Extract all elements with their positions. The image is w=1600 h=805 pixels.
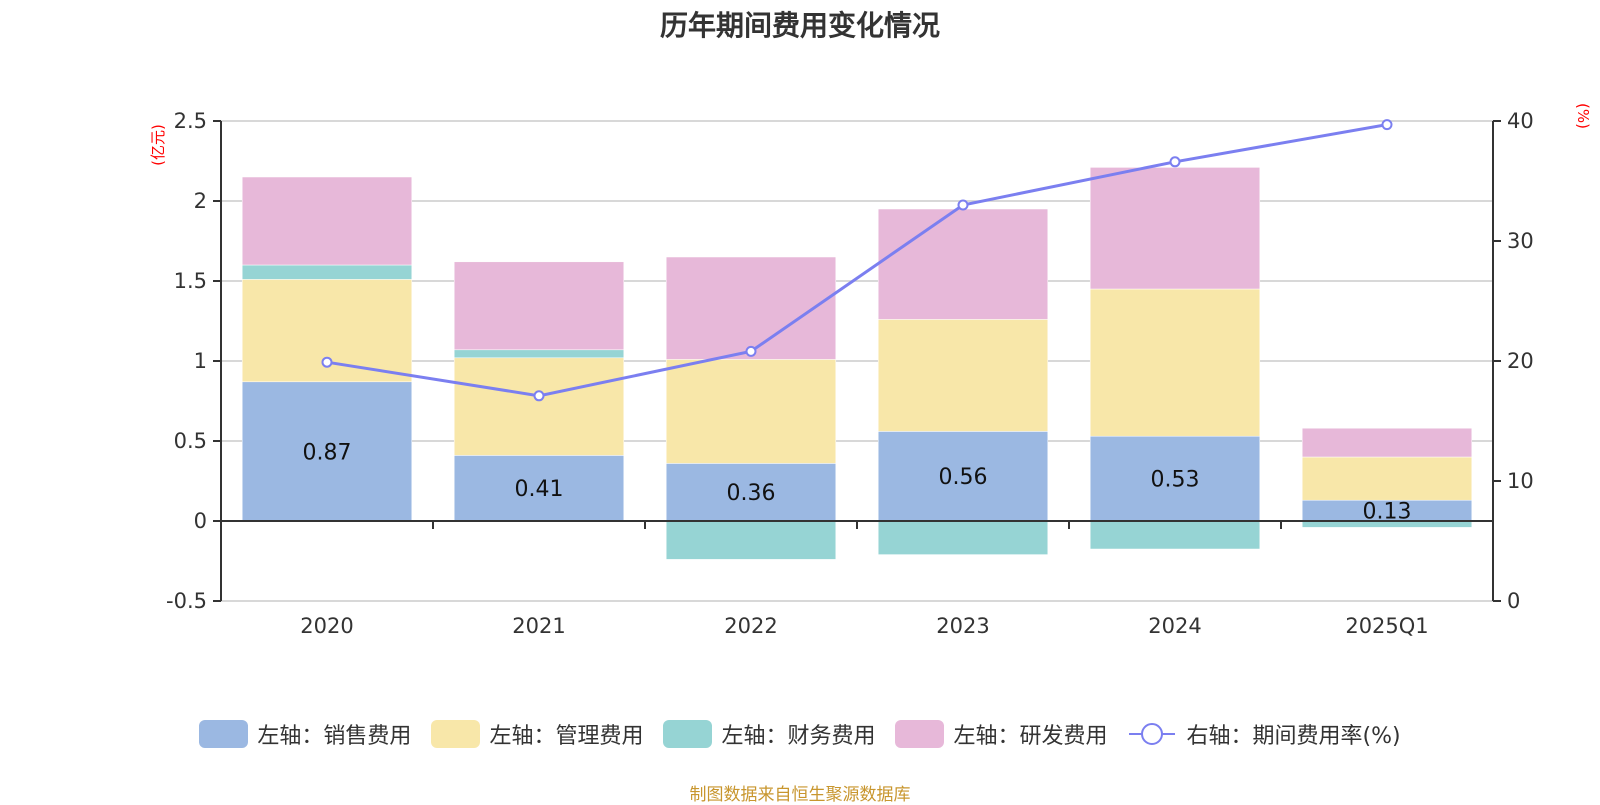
legend-label: 左轴：销售费用 xyxy=(257,724,412,749)
sales-swatch-icon xyxy=(199,720,249,748)
bar-segment xyxy=(241,381,413,522)
legend-item-finance[interactable]: 左轴：财务费用 xyxy=(663,718,875,750)
x-axis-tick-label: 2022 xyxy=(724,614,777,638)
legend-item-management[interactable]: 左轴：管理费用 xyxy=(431,718,643,750)
left-axis-tick-label: 0 xyxy=(194,509,207,533)
bar-segment xyxy=(877,520,1049,555)
data-labels: 0.87 0.41 0.36 0.56 0.53 0.13 xyxy=(303,440,1412,524)
left-axis-tick-label: 2 xyxy=(194,189,207,213)
x-axis-tick-label: 2023 xyxy=(936,614,989,638)
bar-segment xyxy=(877,208,1049,320)
rate-line-point xyxy=(957,199,969,211)
management-swatch-icon xyxy=(431,720,481,748)
rate-line-point xyxy=(321,356,333,368)
left-axis-tick-label: 1 xyxy=(194,349,207,373)
bar-segment xyxy=(241,264,413,280)
bar-segment xyxy=(453,261,625,351)
legend-label: 左轴：管理费用 xyxy=(489,724,644,749)
source-footer: 制图数据来自恒生聚源数据库 xyxy=(689,785,911,805)
gridlines xyxy=(221,120,1493,602)
right-axis-tick-label: 10 xyxy=(1507,469,1534,493)
rate-line-point xyxy=(533,390,545,402)
bar-data-label: 0.13 xyxy=(1363,500,1412,525)
legend-item-rnd[interactable]: 左轴：研发费用 xyxy=(895,718,1107,750)
bars xyxy=(241,167,1473,560)
bar-segment xyxy=(1089,167,1261,290)
left-axis-tick-label: 2.5 xyxy=(174,109,207,133)
rnd-swatch-icon xyxy=(895,720,945,748)
rate-line-point xyxy=(1381,119,1393,131)
rate-line-path xyxy=(326,123,1388,398)
bar-data-label: 0.87 xyxy=(303,440,352,465)
legend-label: 左轴：财务费用 xyxy=(721,724,876,749)
bar-segment xyxy=(877,319,1049,432)
bar-segment xyxy=(665,359,837,464)
right-axis-tick-label: 40 xyxy=(1507,109,1534,133)
right-axis-tick-label: 0 xyxy=(1507,589,1520,613)
left-axis-tick-label: 1.5 xyxy=(174,269,207,293)
rate-line-point xyxy=(745,345,757,357)
bar-segment xyxy=(1089,288,1261,437)
bar-data-label: 0.53 xyxy=(1151,468,1200,493)
left-axis-unit: (亿元) xyxy=(149,124,167,166)
right-axis-unit: (%) xyxy=(1574,103,1592,129)
bar-segment xyxy=(665,520,837,560)
bar-segment xyxy=(1301,456,1473,501)
bar-segment xyxy=(665,256,837,360)
bar-data-label: 0.41 xyxy=(515,477,564,502)
x-axis-tick-label: 2020 xyxy=(300,614,353,638)
bar-segment xyxy=(1089,435,1261,522)
bar-segment xyxy=(877,431,1049,522)
left-axis-tick-label: 0.5 xyxy=(174,429,207,453)
legend: 左轴：销售费用 左轴：管理费用 左轴：财务费用 左轴：研发费用 右轴：期间费用率… xyxy=(0,718,1600,750)
legend-item-sales[interactable]: 左轴：销售费用 xyxy=(199,718,411,750)
bar-data-label: 0.36 xyxy=(727,481,776,506)
left-axis-tick-label: -0.5 xyxy=(166,589,207,613)
legend-label: 右轴：期间费用率(%) xyxy=(1186,724,1401,749)
axes: -0.5 0 0.5 1 1.5 2 2.5 0 10 20 30 40 2020 2021 2022 202… xyxy=(166,109,1534,638)
legend-label: 左轴：研发费用 xyxy=(953,724,1108,749)
x-axis-tick-label: 2024 xyxy=(1148,614,1201,638)
rate-line-point xyxy=(1169,156,1181,168)
right-axis-tick-label: 20 xyxy=(1507,349,1534,373)
x-axis-tick-label: 2025Q1 xyxy=(1345,614,1428,638)
rate-line xyxy=(321,119,1393,402)
bar-segment xyxy=(1089,520,1261,550)
bar-segment xyxy=(241,176,413,266)
x-axis-tick-label: 2021 xyxy=(512,614,565,638)
bar-segment xyxy=(1301,427,1473,458)
bar-segment xyxy=(453,357,625,456)
bar-segment xyxy=(453,349,625,359)
legend-item-rate[interactable]: 右轴：期间费用率(%) xyxy=(1127,718,1401,750)
bar-data-label: 0.56 xyxy=(939,465,988,490)
chart-title: 历年期间费用变化情况 xyxy=(659,9,940,42)
finance-swatch-icon xyxy=(663,720,713,748)
line-marker-icon xyxy=(1129,723,1176,745)
right-axis-tick-label: 30 xyxy=(1507,229,1534,253)
